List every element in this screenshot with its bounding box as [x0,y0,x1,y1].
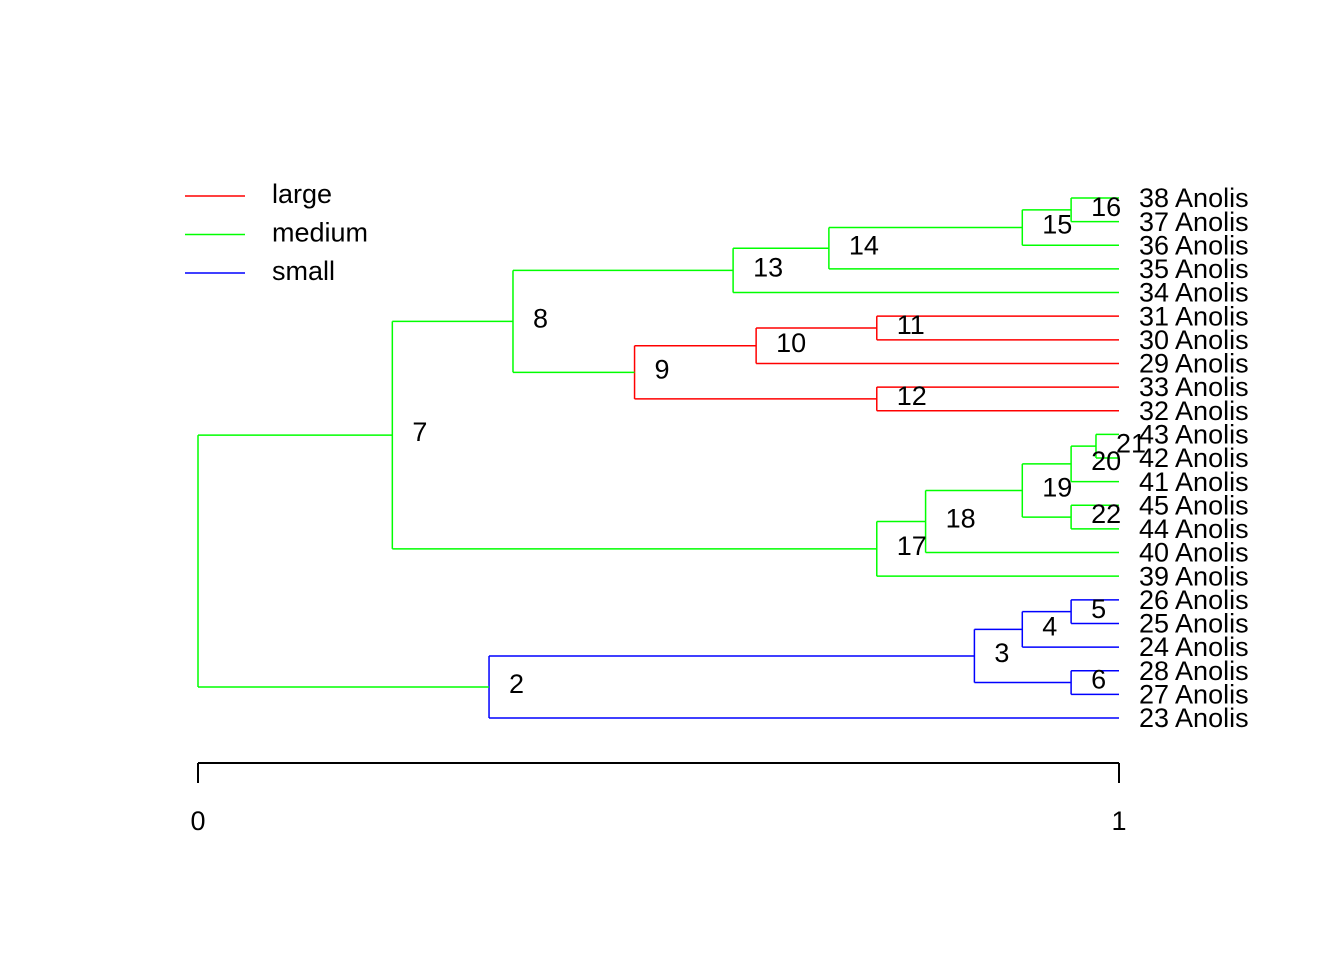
tip-label: 44 Anolis [1139,514,1249,544]
node-label: 7 [412,417,427,447]
tip-label: 29 Anolis [1139,349,1249,379]
tip-label: 23 Anolis [1139,703,1249,733]
node-label: 18 [946,504,976,534]
legend-label: large [272,179,332,209]
tip-label: 42 Anolis [1139,443,1249,473]
tip-label: 30 Anolis [1139,325,1249,355]
tip-label: 25 Anolis [1139,609,1249,639]
node-label: 8 [533,303,548,333]
node-label: 19 [1042,473,1072,503]
node-label: 5 [1091,594,1106,624]
node-label: 4 [1042,611,1057,641]
tree [197,197,1119,719]
legend-label: medium [272,218,368,248]
node-label: 22 [1091,499,1121,529]
node-label: 15 [1042,210,1072,240]
tip-label: 45 Anolis [1139,490,1249,520]
tip-label: 40 Anolis [1139,538,1249,568]
tip-label: 36 Anolis [1139,230,1249,260]
tip-label: 32 Anolis [1139,396,1249,426]
node-label: 3 [994,638,1009,668]
node-label: 6 [1091,665,1106,695]
tip-label: 34 Anolis [1139,278,1249,308]
tip-label: 24 Anolis [1139,632,1249,662]
node-label: 2 [509,669,524,699]
legend-label: small [272,256,335,286]
tip-label: 35 Anolis [1139,254,1249,284]
tip-label: 28 Anolis [1139,656,1249,686]
tip-label: 43 Anolis [1139,419,1249,449]
node-label: 11 [897,310,925,340]
tip-label: 41 Anolis [1139,467,1249,497]
tip-label: 38 Anolis [1139,183,1249,213]
node-label: 9 [655,354,670,384]
node-label: 16 [1091,192,1121,222]
node-label: 17 [897,531,927,561]
node-label: 21 [1116,428,1146,458]
node-label: 20 [1091,446,1121,476]
node-label: 13 [753,253,783,283]
x-tick-label: 0 [190,806,205,836]
tip-label: 39 Anolis [1139,561,1249,591]
x-tick-label: 1 [1111,806,1126,836]
node-label: 10 [776,328,806,358]
node-label: 14 [849,230,879,260]
tip-label: 37 Anolis [1139,207,1249,237]
tip-label: 31 Anolis [1139,301,1249,331]
tip-label: 26 Anolis [1139,585,1249,615]
tip-label: 33 Anolis [1139,372,1249,402]
node-label: 12 [897,381,927,411]
tip-label: 27 Anolis [1139,679,1249,709]
